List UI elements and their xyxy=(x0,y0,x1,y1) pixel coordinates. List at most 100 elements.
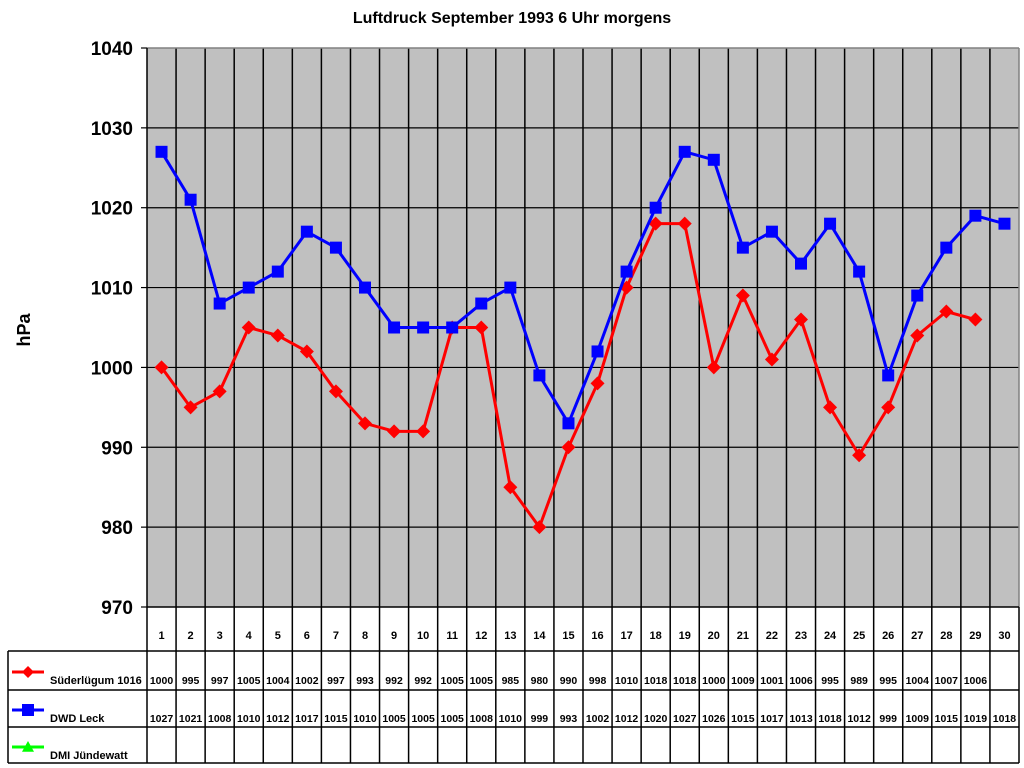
square-marker-icon xyxy=(911,289,924,302)
table-cell-value: 1018 xyxy=(993,713,1017,725)
table-cell-value: 1027 xyxy=(673,713,697,725)
diamond-marker-icon xyxy=(706,360,721,375)
y-tick-label: 970 xyxy=(101,598,133,619)
table-cell-value: 1015 xyxy=(324,713,348,725)
diamond-marker-icon xyxy=(677,216,692,231)
x-category-label: 11 xyxy=(446,630,458,642)
table-cell-value: 1005 xyxy=(237,675,261,687)
square-marker-icon xyxy=(359,281,371,294)
x-category-label: 28 xyxy=(940,630,952,642)
legend-label: Süderlügum 1016 xyxy=(50,675,142,687)
triangle-marker-icon xyxy=(22,741,34,752)
table-cell-value: 1015 xyxy=(935,713,959,725)
diamond-marker-icon xyxy=(735,288,750,303)
table-cell-value: 1018 xyxy=(644,675,668,687)
x-category-label: 17 xyxy=(620,630,632,642)
square-marker-icon xyxy=(940,241,953,254)
x-category-label: 21 xyxy=(737,630,749,642)
y-tick-label: 1010 xyxy=(91,279,133,300)
table-cell-value: 999 xyxy=(879,713,897,725)
y-tick-label: 980 xyxy=(101,518,133,539)
diamond-marker-icon xyxy=(794,312,808,327)
table-cell-value: 997 xyxy=(327,675,345,687)
table-cell-value: 1018 xyxy=(673,675,697,687)
square-marker-icon xyxy=(795,257,807,270)
square-marker-icon xyxy=(446,321,459,334)
diamond-marker-icon xyxy=(939,304,954,319)
diamond-marker-icon xyxy=(183,400,198,415)
square-marker-icon xyxy=(213,297,226,310)
diamond-marker-icon xyxy=(764,352,779,367)
table-cell-value: 1002 xyxy=(586,713,610,725)
y-tick-label: 990 xyxy=(101,438,133,459)
square-marker-icon xyxy=(969,209,982,222)
x-category-label: 25 xyxy=(853,630,865,642)
table-cell-value: 993 xyxy=(356,675,374,687)
table-cell-value: 985 xyxy=(502,675,520,687)
legend-label: DMI Jündewatt xyxy=(50,750,128,762)
y-tick-label: 1040 xyxy=(91,39,133,60)
table-cell-value: 1026 xyxy=(702,713,726,725)
table-cell-value: 1021 xyxy=(179,713,203,725)
table-cell-value: 998 xyxy=(589,675,607,687)
table-cell-value: 1005 xyxy=(411,713,435,725)
table-cell-value: 995 xyxy=(821,675,839,687)
series-dwd-leck xyxy=(155,145,1011,430)
x-category-label: 16 xyxy=(591,630,603,642)
diamond-marker-icon xyxy=(823,400,838,415)
x-category-label: 6 xyxy=(304,630,310,642)
table-cell-value: 1008 xyxy=(470,713,494,725)
square-marker-icon xyxy=(242,281,255,294)
square-marker-icon xyxy=(562,417,575,430)
x-category-label: 5 xyxy=(275,630,281,642)
y-tick-label: 1000 xyxy=(91,358,133,379)
square-marker-icon xyxy=(155,145,168,158)
square-marker-icon xyxy=(824,217,837,230)
chart-title: Luftdruck September 1993 6 Uhr morgens xyxy=(352,10,672,27)
diamond-marker-icon xyxy=(212,384,227,399)
table-cell-value: 1008 xyxy=(208,713,232,725)
square-marker-icon xyxy=(649,201,662,214)
x-category-label: 27 xyxy=(911,630,923,642)
x-category-label: 2 xyxy=(188,630,194,642)
diamond-marker-icon xyxy=(22,666,34,678)
x-category-label: 1 xyxy=(158,630,164,642)
x-category-label: 15 xyxy=(562,630,574,642)
square-marker-icon xyxy=(271,265,284,278)
table-cell-value: 1005 xyxy=(441,713,465,725)
square-marker-icon xyxy=(22,704,34,716)
table-cell-value: 1017 xyxy=(295,713,319,725)
square-marker-icon xyxy=(388,321,401,334)
table-cell-value: 1006 xyxy=(964,675,988,687)
x-category-label: 4 xyxy=(246,630,253,642)
diamond-marker-icon xyxy=(561,440,576,455)
table-cell-value: 1010 xyxy=(237,713,261,725)
diamond-marker-icon xyxy=(154,360,169,375)
x-category-label: 22 xyxy=(766,630,778,642)
diamond-marker-icon xyxy=(270,328,285,343)
table-cell-value: 1010 xyxy=(353,713,377,725)
square-marker-icon xyxy=(329,241,342,254)
table-cell-value: 1010 xyxy=(615,675,639,687)
table-cell-value: 1004 xyxy=(266,675,290,687)
table-cell-value: 1027 xyxy=(150,713,174,725)
diamond-marker-icon xyxy=(328,384,343,399)
table-cell-value: 1012 xyxy=(615,713,639,725)
legend-label: DWD Leck xyxy=(50,713,105,725)
square-marker-icon xyxy=(475,297,488,310)
diamond-marker-icon xyxy=(532,520,547,535)
x-category-label: 20 xyxy=(708,630,720,642)
series-line xyxy=(160,150,1005,427)
table-cell-value: 1007 xyxy=(935,675,959,687)
diamond-marker-icon xyxy=(241,320,256,335)
square-marker-icon xyxy=(998,217,1011,230)
square-marker-icon xyxy=(417,321,430,334)
square-marker-icon xyxy=(300,225,313,238)
square-marker-icon xyxy=(707,153,720,166)
diamond-marker-icon xyxy=(910,328,925,343)
table-cell-value: 989 xyxy=(850,675,868,687)
x-category-label: 8 xyxy=(362,630,368,642)
table-cell-value: 990 xyxy=(560,675,578,687)
diamond-marker-icon xyxy=(968,312,983,327)
